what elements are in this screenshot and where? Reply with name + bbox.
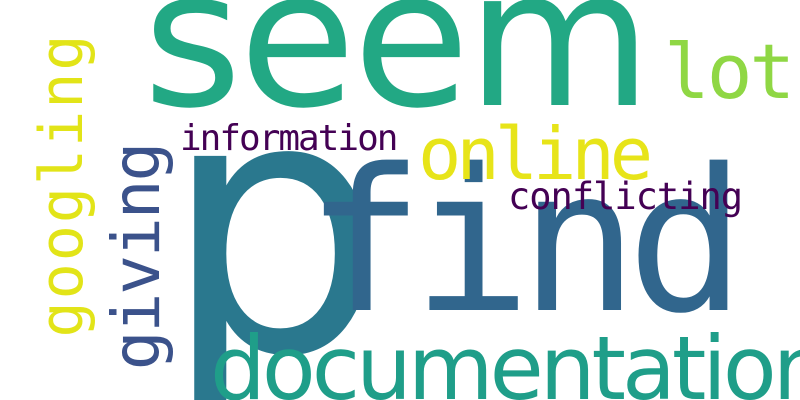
word-googling: googling bbox=[27, 32, 97, 338]
word-information: information bbox=[180, 118, 398, 159]
word-conflicting: conflicting bbox=[508, 175, 743, 218]
word-lot: lot bbox=[664, 27, 795, 116]
word-find: find bbox=[305, 126, 746, 357]
word-online: online bbox=[418, 112, 653, 196]
word-p: p bbox=[162, 20, 388, 400]
word-giving: giving bbox=[98, 143, 175, 371]
word-documentation: documentation bbox=[210, 317, 800, 400]
word-seem: seem bbox=[143, 0, 652, 150]
